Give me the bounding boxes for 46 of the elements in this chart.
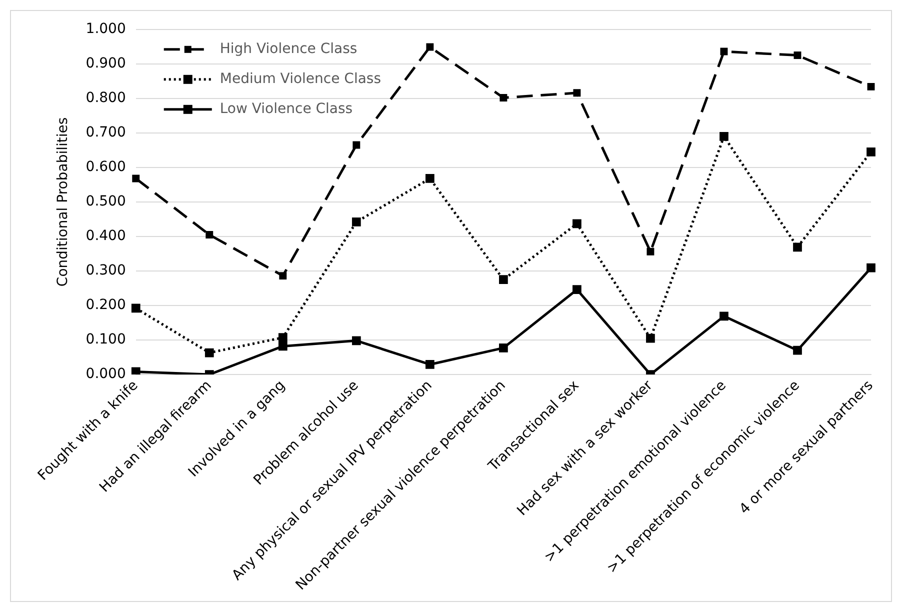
y-tick-label: 0.100 [86,332,126,348]
point [793,242,802,252]
point [131,367,140,374]
point [131,304,140,313]
point [794,52,802,60]
point [352,336,361,346]
point [720,48,728,56]
point [132,174,140,182]
legend-label: Low Violence Class [220,101,353,118]
point [793,346,802,355]
point [867,82,875,90]
point [278,333,288,342]
point [499,275,508,284]
legend-label: Medium Violence Class [220,71,382,88]
point [720,312,728,321]
point [573,89,581,97]
point [866,147,876,156]
y-tick-label: 0.400 [86,228,126,244]
point [425,360,434,369]
y-tick-label: 0.300 [86,262,126,279]
y-tick-label: 0.800 [86,90,126,106]
y-tick-label: 1.000 [86,21,126,38]
point [352,141,360,149]
y-tick-label: 0.600 [86,159,126,176]
point [720,132,728,141]
y-axis-title: Conditional Probabilities [55,117,72,287]
y-tick-label: 0.700 [86,124,126,141]
point [352,218,361,226]
point [572,285,582,294]
point [204,348,214,358]
point [572,219,582,228]
point [425,174,434,183]
point [646,334,655,343]
point [499,343,508,352]
point [279,272,287,280]
point [500,94,508,102]
y-tick-label: 0.000 [86,366,126,382]
point [646,248,654,256]
y-tick-label: 0.900 [86,56,126,72]
legend-label: High Violence Class [220,41,358,58]
point [426,43,434,51]
y-tick-label: 0.200 [86,297,126,314]
y-tick-label: 0.500 [86,194,126,210]
point [278,342,288,351]
point [206,231,214,238]
point [866,263,876,272]
